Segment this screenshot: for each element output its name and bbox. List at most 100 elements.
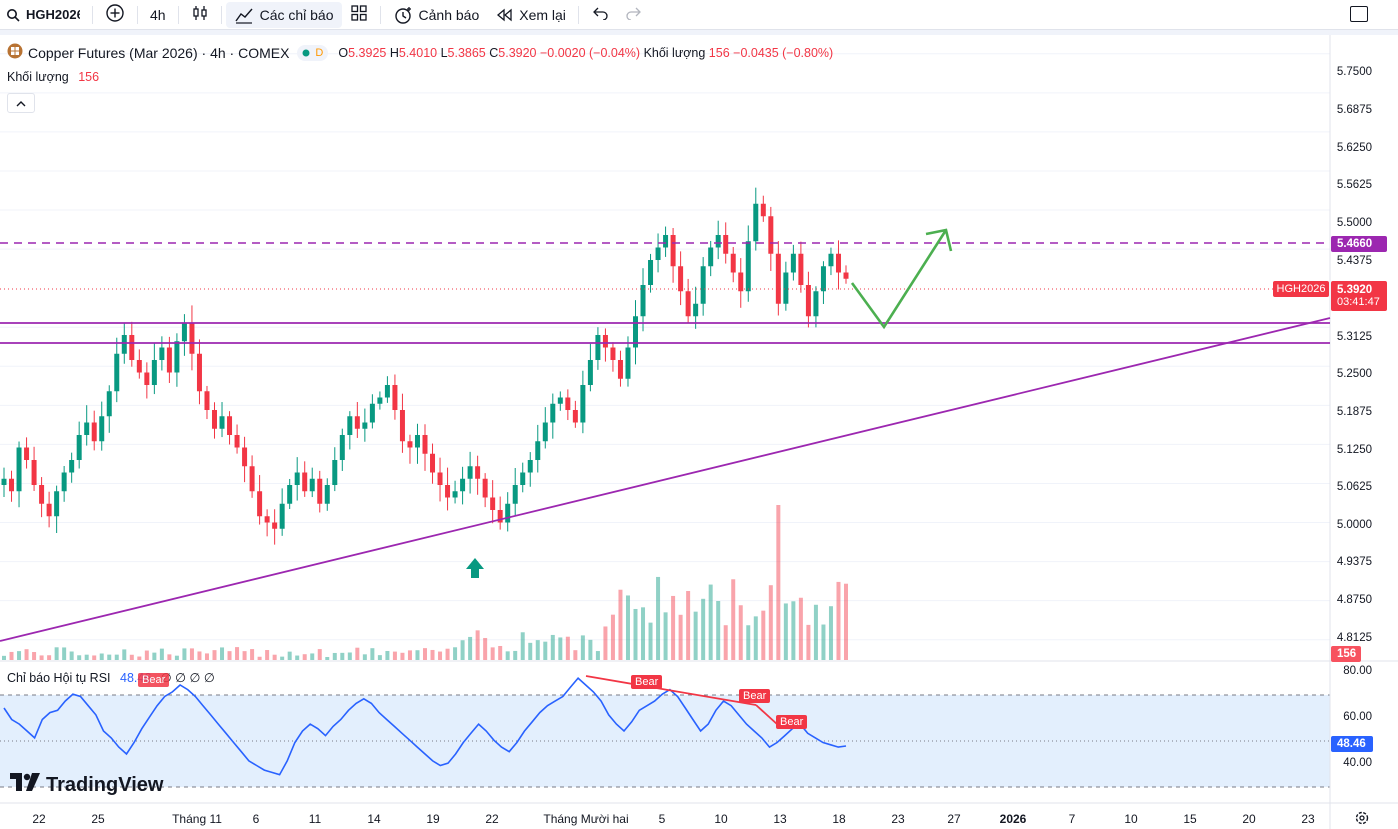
fullscreen-icon[interactable] (1350, 6, 1368, 22)
candle-body (610, 347, 616, 360)
candle-body (99, 416, 105, 442)
time-axis-tick: 7 (1068, 812, 1076, 826)
interval-button[interactable]: 4h (142, 0, 174, 30)
volume-bar (783, 603, 788, 660)
symbol-label: HGH2026 (26, 7, 80, 22)
symbol-search-button[interactable]: HGH2026 (0, 0, 88, 30)
chart-area[interactable]: Copper Futures (Mar 2026) · 4h · COMEX D… (0, 35, 1398, 829)
price-axis-tick: 5.0625 (1336, 481, 1372, 493)
symbol-title[interactable]: Copper Futures (Mar 2026) · 4h · COMEX (28, 44, 290, 61)
forecast-arrow[interactable] (850, 229, 948, 330)
volume-bar (453, 647, 458, 660)
volume-bar (625, 595, 630, 660)
volume-bar (806, 624, 811, 660)
candle-body (805, 285, 811, 317)
toolbar-divider (577, 5, 579, 24)
volume-bar (610, 614, 615, 660)
rsi-legend[interactable]: Chỉ báo Hội tụ RSI 48.46 ∅ ∅ ∅ ∅ (7, 671, 215, 685)
volume-bar (9, 651, 14, 660)
alert-button[interactable]: Cảnh báo (385, 0, 488, 30)
candle-body (572, 410, 578, 423)
volume-bar (400, 652, 405, 660)
candle-body (317, 478, 323, 504)
candle-body (91, 422, 97, 442)
volume-bar (731, 579, 736, 660)
volume-bar (558, 637, 563, 660)
forecast-arrowhead (925, 228, 953, 252)
chart-canvas[interactable] (0, 35, 1398, 829)
volume-bar (588, 639, 593, 660)
candle-body (753, 203, 759, 242)
candle-body (655, 247, 661, 260)
toolbar-divider (137, 5, 138, 24)
rising-trendline[interactable] (0, 317, 1331, 642)
candle-body (542, 422, 548, 442)
candle-body (174, 341, 180, 373)
volume-bar (701, 598, 706, 660)
volume-bar (543, 641, 548, 660)
candle-body (354, 416, 360, 429)
indicators-button[interactable]: Các chỉ báo (225, 1, 342, 28)
rewind-icon (495, 8, 513, 22)
volume-bar (385, 650, 390, 660)
time-axis-tick: 20 (1242, 812, 1256, 826)
candle-body (527, 460, 533, 473)
redo-button[interactable] (617, 0, 651, 30)
price-axis-tick: 5.1875 (1336, 406, 1372, 418)
volume-bar (633, 608, 638, 660)
volume-bar (520, 632, 525, 660)
up-arrow-marker-icon (466, 558, 484, 578)
candle-body (557, 397, 563, 404)
volume-bar (565, 636, 570, 660)
replay-button[interactable]: Xem lại (487, 0, 574, 30)
price-axis-tick: 5.3125 (1336, 331, 1372, 343)
time-axis-tick: 6 (252, 812, 260, 826)
candle-body (204, 391, 210, 410)
chart-type-button[interactable] (183, 0, 217, 30)
volume-bar (159, 648, 164, 660)
candle-body (249, 466, 255, 492)
candle-body (640, 285, 646, 317)
volume-bar (144, 650, 149, 660)
volume-bar (325, 656, 330, 660)
price-pane[interactable] (0, 35, 1330, 660)
candle-body (76, 435, 82, 460)
volume-bar (152, 652, 157, 660)
templates-button[interactable] (342, 0, 376, 30)
candle-body (159, 347, 165, 360)
undo-button[interactable] (583, 0, 617, 30)
volume-legend[interactable]: Khối lượng 156 (7, 70, 100, 84)
tradingview-logo[interactable]: TradingView (10, 773, 163, 797)
volume-bar (798, 597, 803, 660)
candle-body (670, 235, 676, 267)
candle-body (437, 472, 443, 485)
candle-body (392, 385, 398, 410)
volume-bar (189, 648, 194, 660)
price-axis-tick: 5.5625 (1336, 179, 1372, 191)
candle-body (1, 478, 7, 485)
candle-body (309, 478, 315, 492)
volume-bar (415, 650, 420, 660)
volume-bar (528, 642, 533, 660)
candle-body (595, 335, 601, 360)
candle-body (828, 253, 834, 267)
candle-body (550, 403, 556, 423)
volume-bar (460, 640, 465, 660)
volume-bar (167, 654, 172, 660)
chevron-up-icon (16, 94, 26, 112)
tradingview-logo-icon (10, 773, 40, 797)
candle-body (9, 478, 15, 492)
candle-body (685, 291, 691, 317)
rsi-current-tag: 48.46 (1331, 736, 1373, 752)
compare-add-button[interactable] (97, 0, 133, 30)
candle-body (196, 353, 202, 392)
time-axis-tick: Tháng 11 (172, 812, 222, 826)
redo-icon (625, 6, 643, 23)
collapse-legend-button[interactable] (7, 93, 35, 113)
time-axis-tick: 2026 (999, 812, 1027, 826)
chart-legend: Copper Futures (Mar 2026) · 4h · COMEX D… (7, 43, 833, 62)
time-axis-tick: 19 (426, 812, 440, 826)
volume-bar (77, 655, 82, 660)
gear-icon[interactable] (1354, 810, 1370, 826)
price-axis-tick: 5.4375 (1336, 255, 1372, 267)
